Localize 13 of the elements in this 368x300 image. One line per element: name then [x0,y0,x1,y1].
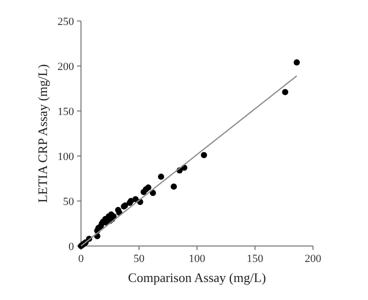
x-tick-label: 150 [246,253,264,265]
y-tick-label: 0 [68,240,74,253]
y-tick-label: 100 [58,150,74,163]
x-tick-label: 100 [188,253,206,265]
y-axis-title: LETIA CRP Assay (mg/L) [35,64,50,203]
x-axis-title: Comparison Assay (mg/L) [128,270,266,285]
x-tick-label: 0 [78,253,84,265]
x-tick-label: 50 [134,253,145,265]
y-tick-label: 150 [58,106,74,118]
y-tick-label: 250 [58,16,74,28]
x-tick-label: 200 [304,253,322,265]
y-tick-label: 200 [58,60,74,73]
y-tick-label: 50 [63,196,74,208]
